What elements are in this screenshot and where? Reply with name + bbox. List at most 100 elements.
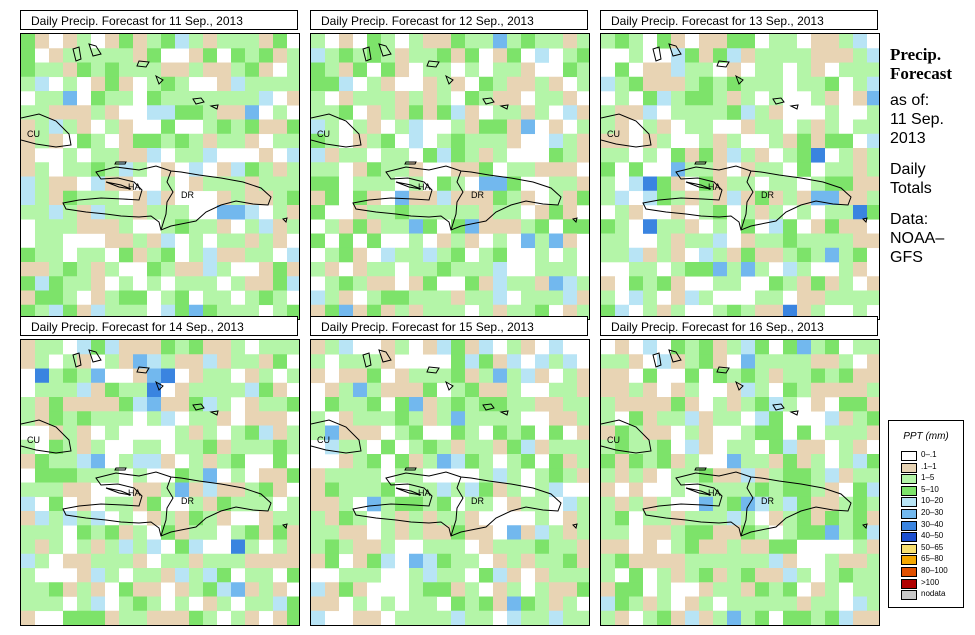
precip-cell [727,496,741,512]
precip-cell [147,133,161,149]
precip-cell [311,34,325,49]
precip-cell [259,91,273,106]
precip-cell [451,76,465,92]
precip-cell [35,119,49,135]
precip-cell [685,425,699,441]
precip-cell [549,568,563,583]
precip-cell [21,148,35,163]
precip-cell [35,340,49,355]
precip-cell [549,162,563,177]
precip-cell [769,568,783,583]
ppt-legend: PPT (mm) 0–.1.1–1 1–5 5–10 10–20 20–30 30–40 4… [888,420,964,608]
precip-cell [685,596,699,612]
precip-cell [189,162,203,177]
precip-cell [49,190,63,206]
precip-cell [203,262,217,277]
precip-cell [245,48,259,63]
precip-cell [231,233,245,249]
precip-cell [685,525,699,540]
precip-cell [119,148,133,163]
precip-cell [63,553,77,569]
precip-cell [867,276,879,291]
precip-cell [273,219,287,234]
coast-path [282,217,288,223]
precip-cell [479,454,493,469]
precip-cell [189,368,203,384]
precip-cell [161,525,175,540]
precip-cell [549,354,563,369]
precip-cell [563,190,577,206]
coast-path [426,366,440,374]
precip-cell [273,76,287,92]
coast-path [716,366,730,374]
coast-path [445,74,454,85]
precip-cell [105,105,119,120]
precip-cell [479,340,493,355]
precip-cell [161,91,175,106]
precip-cell [147,368,161,384]
precip-cell [699,233,713,249]
precip-cell [259,262,273,277]
precip-cell [367,176,381,192]
precip-cell [49,382,63,398]
precip-cell [839,425,853,441]
precip-cell [521,425,535,441]
precip-cell [161,511,175,526]
precip-cell [147,596,161,612]
precip-cell [353,553,367,569]
precip-cell [381,105,395,120]
precip-cell [311,468,325,483]
precip-cell [273,596,287,612]
precip-cell [671,219,685,234]
precip-cell [423,76,437,92]
precip-cell [287,610,299,625]
precip-cell [811,34,825,49]
legend-swatch [901,509,917,519]
precip-cell [353,425,367,441]
precip-cell [91,105,105,120]
precip-cell [259,368,273,384]
precip-cell [825,162,839,177]
precip-cell [797,568,811,583]
precip-cell [713,76,727,92]
precip-cell [825,290,839,306]
precip-cell [535,568,549,583]
precip-cell [437,340,451,355]
coast-path [642,471,852,537]
precip-cell [437,525,451,540]
precip-cell [245,596,259,612]
precip-cell [615,553,629,569]
precip-cell [783,176,797,192]
precip-cell [423,148,437,163]
precip-cell [629,482,643,498]
coast-path [694,467,707,471]
precip-cell [217,105,231,120]
precip-cell [353,119,367,135]
precip-cell [423,382,437,398]
precip-cell [867,176,879,192]
precip-cell [35,397,49,412]
precip-cell [21,176,35,192]
precip-cell [217,34,231,49]
precip-cell [203,397,217,412]
precip-cell [699,568,713,583]
precip-cell [175,276,189,291]
precip-cell [629,105,643,120]
precip-cell [311,525,325,540]
precip-cell [63,411,77,426]
precip-cell [203,568,217,583]
precip-cell [867,582,879,597]
precip-cell [77,105,91,120]
precip-cell [839,454,853,469]
coast-path [789,104,799,110]
precip-cell [409,425,423,441]
precip-cell [133,439,147,455]
precip-cell [699,119,713,135]
precip-cell [465,425,479,441]
precip-cell [231,48,245,63]
precip-cell [353,568,367,583]
precip-cell [367,610,381,625]
precip-cell [465,276,479,291]
precip-cell [629,76,643,92]
label-ha: HA [708,488,721,498]
